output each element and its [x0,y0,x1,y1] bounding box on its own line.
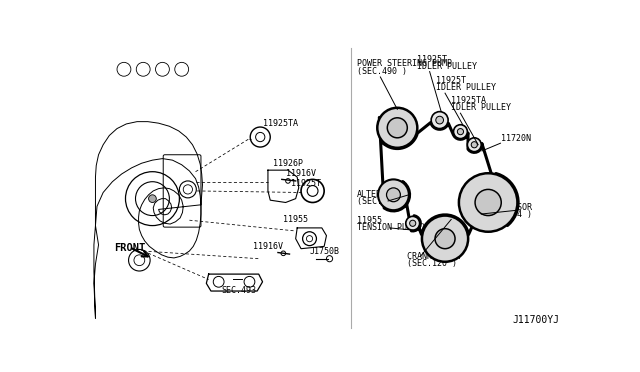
Text: (SEC.231 ): (SEC.231 ) [357,197,407,206]
Text: J11700YJ: J11700YJ [513,315,560,326]
Text: 11925TA: 11925TA [262,119,298,128]
Circle shape [148,195,156,202]
Text: IDLER PULLEY: IDLER PULLEY [436,83,496,92]
Circle shape [454,125,467,139]
Text: 11925T: 11925T [417,55,447,64]
Text: 11925T: 11925T [291,179,321,187]
Circle shape [387,188,401,202]
Text: IDLER PULLEY: IDLER PULLEY [417,61,477,71]
Text: SEC.493: SEC.493 [221,286,257,295]
Circle shape [459,173,517,232]
Circle shape [467,138,481,152]
Text: COMPRESSOR: COMPRESSOR [482,203,532,212]
Text: 11720N: 11720N [501,134,531,143]
Text: TENSION PULLEY: TENSION PULLEY [357,223,428,232]
Circle shape [435,229,455,249]
Circle shape [406,217,420,230]
Circle shape [475,189,501,216]
Text: ALTERNATOR: ALTERNATOR [357,190,407,199]
Text: (SEC.120 ): (SEC.120 ) [406,259,456,267]
Text: 11925T: 11925T [436,76,466,85]
Text: 11916V: 11916V [285,169,316,177]
Text: 11955: 11955 [357,216,382,225]
Text: CRANK SHAFT: CRANK SHAFT [406,252,461,261]
Text: 11925TA: 11925TA [451,96,486,105]
Text: J1750B: J1750B [310,247,339,256]
Circle shape [378,179,409,210]
Circle shape [431,112,448,129]
Circle shape [471,142,477,148]
Text: FRONT: FRONT [114,243,145,253]
Circle shape [387,118,407,138]
Text: IDLER PULLEY: IDLER PULLEY [451,103,511,112]
Circle shape [422,216,468,262]
Circle shape [436,116,444,124]
Circle shape [378,108,417,148]
Text: (SEC.490 ): (SEC.490 ) [357,67,407,76]
Text: POWER STEERING PUMP: POWER STEERING PUMP [357,59,452,68]
Text: (SEC.274 ): (SEC.274 ) [482,210,532,219]
Text: 11955: 11955 [284,215,308,224]
Circle shape [410,220,416,226]
Circle shape [458,129,463,135]
Text: 11916V: 11916V [253,242,282,251]
Text: 11926P: 11926P [273,159,303,168]
